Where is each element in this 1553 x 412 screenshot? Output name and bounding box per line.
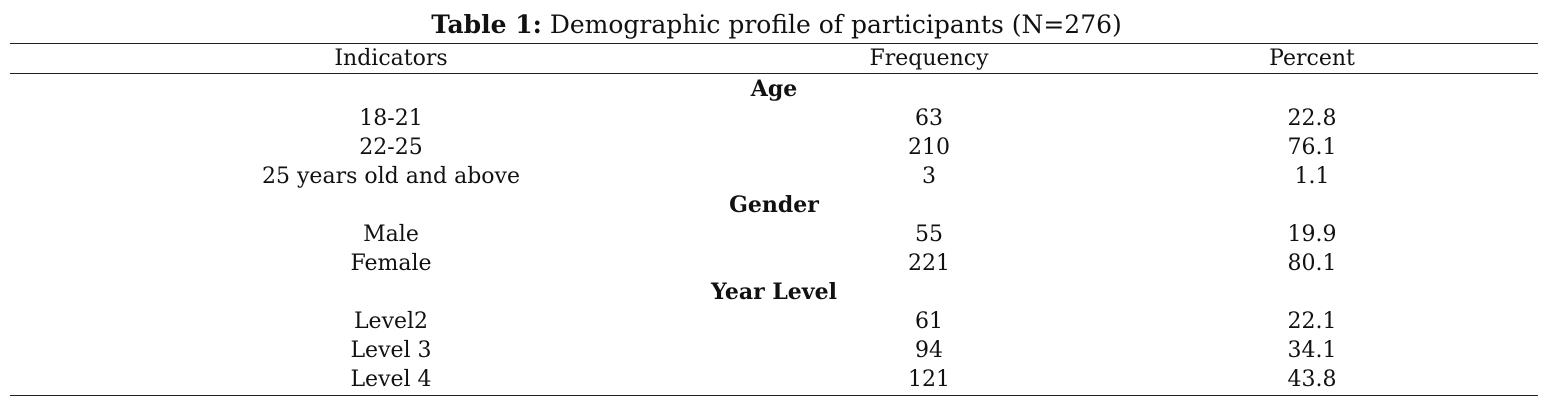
bottom-rule [10, 395, 1538, 396]
row-percent: 43.8 [1287, 367, 1337, 392]
row-frequency: 63 [915, 106, 943, 131]
top-rule [10, 43, 1538, 44]
row-percent: 19.9 [1287, 222, 1337, 247]
row-indicator: 25 years old and above [262, 164, 520, 189]
row-indicator: 22-25 [359, 135, 423, 160]
row-indicator: 18-21 [359, 106, 423, 131]
row-frequency: 94 [915, 338, 943, 363]
table-caption: Table 1: Demographic profile of particip… [0, 8, 1553, 42]
header-rule-indicators [10, 73, 772, 74]
row-frequency: 55 [915, 222, 943, 247]
header-percent: Percent [1269, 46, 1355, 71]
header-frequency: Frequency [869, 46, 989, 71]
row-percent: 76.1 [1287, 135, 1337, 160]
row-indicator: Male [363, 222, 419, 247]
row-percent: 1.1 [1294, 164, 1330, 189]
header-rule-percent [1086, 73, 1538, 74]
group-title-gender: Gender [729, 192, 819, 218]
row-percent: 22.1 [1287, 309, 1337, 334]
row-percent: 22.8 [1287, 106, 1337, 131]
row-frequency: 210 [908, 135, 950, 160]
group-title-year-level: Year Level [711, 279, 837, 305]
row-indicator: Female [350, 251, 432, 276]
row-frequency: 3 [922, 164, 936, 189]
header-rule-frequency [772, 73, 1086, 74]
row-indicator: Level2 [353, 309, 429, 334]
row-frequency: 61 [915, 309, 943, 334]
group-title-age: Age [750, 76, 798, 102]
row-frequency: 221 [908, 251, 950, 276]
row-indicator: Level 4 [350, 367, 432, 392]
row-indicator: Level 3 [350, 338, 432, 363]
header-indicators: Indicators [334, 46, 448, 71]
table-caption-label: Table 1: [431, 10, 542, 39]
row-frequency: 121 [908, 367, 950, 392]
row-percent: 80.1 [1287, 251, 1337, 276]
table-caption-text: Demographic profile of participants (N=2… [549, 10, 1122, 39]
row-percent: 34.1 [1287, 338, 1337, 363]
